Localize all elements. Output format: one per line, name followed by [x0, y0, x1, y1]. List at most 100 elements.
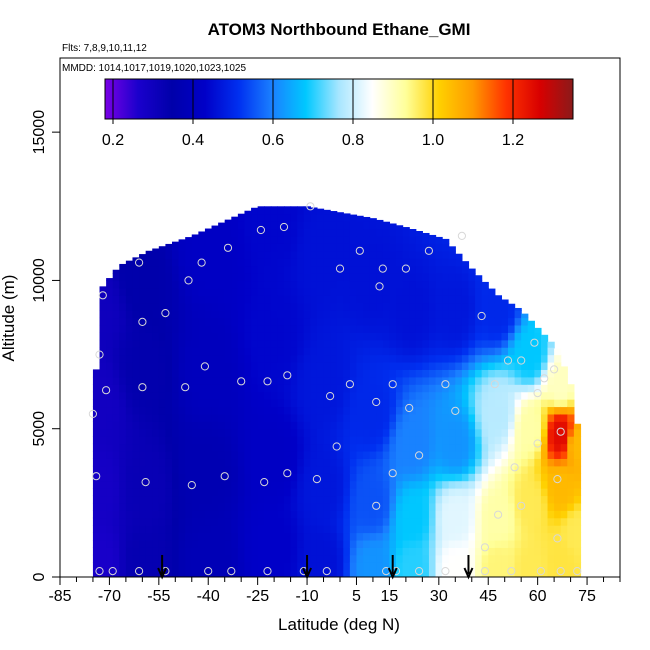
heatmap-cell [343, 361, 351, 370]
heatmap-cell [284, 495, 292, 504]
heatmap-cell [185, 539, 193, 548]
heatmap-cell [402, 421, 410, 430]
heatmap-cell [178, 406, 186, 415]
heatmap-cell [508, 510, 516, 519]
heatmap-cell [178, 488, 186, 497]
heatmap-cell [112, 525, 120, 534]
heatmap-cell [343, 384, 351, 393]
heatmap-cell [560, 473, 568, 482]
heatmap-cell [369, 413, 377, 422]
heatmap-cell [277, 480, 285, 489]
heatmap-cell [455, 258, 463, 267]
heatmap-cell [349, 339, 358, 348]
heatmap-cell [468, 268, 476, 274]
heatmap-cell [139, 339, 147, 348]
heatmap-cell [145, 443, 153, 452]
heatmap-cell [468, 525, 476, 534]
heatmap-cell [389, 339, 397, 348]
heatmap-cell [488, 473, 496, 482]
heatmap-cell [257, 376, 265, 385]
heatmap-cell [106, 361, 114, 370]
heatmap-cell [547, 347, 555, 356]
heatmap-cell [112, 317, 120, 326]
heatmap-cell [330, 339, 338, 348]
heatmap-cell [356, 302, 364, 311]
heatmap-cell [277, 354, 285, 363]
heatmap-cell [303, 428, 311, 437]
heatmap-cell [132, 488, 140, 497]
heatmap-cell [191, 473, 199, 482]
heatmap-cell [402, 473, 410, 482]
heatmap-cell [422, 361, 430, 370]
heatmap-cell [112, 532, 120, 541]
heatmap-cell [402, 428, 410, 437]
heatmap-cell [224, 465, 232, 474]
heatmap-cell [428, 391, 437, 400]
heatmap-cell [428, 302, 437, 311]
heatmap-cell [494, 376, 503, 385]
heatmap-cell [428, 539, 437, 548]
sample-point [550, 365, 559, 374]
heatmap-cell [224, 488, 232, 497]
heatmap-cell [389, 302, 397, 311]
heatmap-cell [343, 243, 351, 252]
heatmap-cell [402, 250, 410, 259]
heatmap-cell [494, 562, 503, 571]
heatmap-cell [508, 554, 516, 563]
heatmap-cell [303, 228, 311, 237]
sample-point [517, 501, 526, 510]
heatmap-cell [191, 458, 199, 467]
heatmap-cell [270, 539, 279, 548]
heatmap-cell [185, 532, 193, 541]
heatmap-cell [560, 488, 568, 497]
heatmap-cell [560, 376, 568, 385]
heatmap-cell [191, 310, 199, 319]
heatmap-cell [218, 347, 226, 356]
heatmap-cell [145, 324, 153, 333]
heatmap-cell [204, 310, 213, 319]
heatmap-cell [139, 517, 147, 526]
heatmap-cell [461, 265, 470, 274]
heatmap-cell [297, 280, 305, 289]
heatmap-cell [461, 562, 470, 571]
heatmap-cell [270, 243, 279, 252]
heatmap-cell [428, 488, 437, 497]
heatmap-cell [501, 299, 509, 304]
heatmap-cell [237, 532, 246, 541]
heatmap-cell [356, 295, 364, 304]
heatmap-cell [330, 436, 338, 445]
heatmap-cell [376, 295, 384, 304]
heatmap-cell [481, 302, 489, 311]
heatmap-cell [369, 562, 377, 571]
heatmap-cell [139, 554, 147, 563]
heatmap-cell [508, 517, 516, 526]
heatmap-cell [343, 443, 351, 452]
heatmap-cell [112, 480, 120, 489]
heatmap-cell [521, 539, 529, 548]
heatmap-cell [303, 421, 311, 430]
heatmap-cell [178, 473, 186, 482]
heatmap-cell [455, 369, 463, 378]
heatmap-cell [382, 495, 391, 504]
heatmap-cell [481, 450, 489, 459]
heatmap-cell [488, 324, 496, 333]
heatmap-cell [402, 458, 410, 467]
heatmap-cell [442, 354, 450, 363]
heatmap-cell [382, 473, 391, 482]
heatmap-cell [442, 369, 450, 378]
heatmap-cell [323, 421, 331, 430]
heatmap-cell [316, 406, 325, 415]
heatmap-cell [191, 525, 199, 534]
heatmap-cell [461, 339, 470, 348]
heatmap-cell [277, 450, 285, 459]
heatmap-cell [349, 250, 358, 259]
heatmap-cell [481, 488, 489, 497]
heatmap-cell [455, 473, 463, 482]
heatmap-cell [211, 295, 219, 304]
heatmap-cell [336, 295, 344, 304]
heatmap-cell [290, 339, 298, 348]
heatmap-cell [369, 376, 377, 385]
heatmap-cell [264, 421, 272, 430]
heatmap-cell [224, 369, 232, 378]
heatmap-cell [435, 250, 443, 259]
